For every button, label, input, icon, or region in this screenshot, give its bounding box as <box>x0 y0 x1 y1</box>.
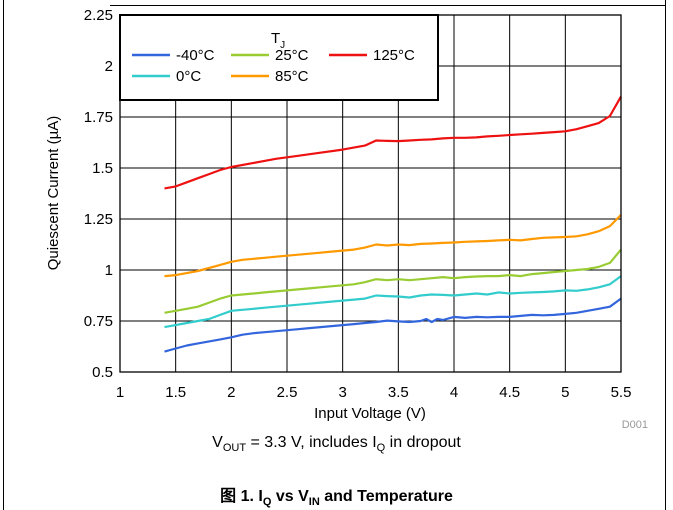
frame-left-border <box>3 0 4 510</box>
x-tick-label: 5.5 <box>611 384 632 401</box>
legend-items: -40°C 25°C 125°C 0°C 85°C <box>132 47 415 85</box>
y-tick-label: 2.25 <box>84 7 113 24</box>
condition-note: VOUT = 3.3 V, includes IQ in dropout <box>0 434 673 454</box>
condition-i-sub: Q <box>376 442 386 454</box>
legend: TJ -40°C 25°C 125°C 0°C 85°C <box>119 14 439 101</box>
y-tick-label: 1 <box>105 262 113 279</box>
caption-sub-2: IN <box>308 496 320 508</box>
caption-prefix: 图 1. I <box>220 488 263 505</box>
condition-v-sub: OUT <box>222 442 247 454</box>
caption-suffix: and Temperature <box>319 488 453 505</box>
series-line-0°C <box>164 275 622 329</box>
x-tick-label: 1 <box>116 384 124 401</box>
series-line--40°C <box>164 297 622 353</box>
condition-text-1: = 3.3 V, includes I <box>246 434 377 451</box>
x-tick-label: 5 <box>561 384 569 401</box>
x-tick-label: 3.5 <box>388 384 409 401</box>
frame-right-border <box>665 0 666 510</box>
x-tick-label: 2.5 <box>277 384 298 401</box>
chart: 1 1.5 2 2.5 3 3.5 4 4.5 5 5.5 0.5 0.75 1 1.25 1.5 1.75 2… <box>45 7 648 430</box>
ticks: 1 1.5 2 2.5 3 3.5 4 4.5 5 5.5 0.5 0.75 1 1.25 1.5 1.75 2… <box>84 7 632 401</box>
y-tick-label: 1.75 <box>84 109 113 126</box>
legend-label: 85°C <box>275 68 309 85</box>
figure-caption: 图 1. IQ vs VIN and Temperature <box>0 482 673 508</box>
legend-box <box>119 14 439 101</box>
x-tick-label: 4.5 <box>499 384 520 401</box>
y-tick-label: 1.5 <box>92 160 113 177</box>
y-tick-label: 2 <box>105 58 113 75</box>
watermark: D001 <box>622 419 648 430</box>
series-layer <box>164 96 622 353</box>
condition-v: V <box>212 434 223 451</box>
legend-label: 125°C <box>373 47 415 64</box>
x-tick-label: 2 <box>227 384 235 401</box>
legend-label: 0°C <box>176 68 201 85</box>
legend-title: TJ <box>271 30 285 51</box>
y-tick-label: 1.25 <box>84 211 113 228</box>
x-tick-label: 4 <box>450 384 458 401</box>
series-line-25°C <box>164 248 622 314</box>
caption-sub-1: Q <box>262 496 272 508</box>
legend-label: -40°C <box>176 47 215 64</box>
x-axis-label: Input Voltage (V) <box>314 405 426 422</box>
condition-text-2: in dropout <box>385 434 461 451</box>
caption-mid: vs V <box>271 488 309 505</box>
frame-top-border <box>110 5 666 6</box>
x-tick-label: 1.5 <box>165 384 186 401</box>
series-line-85°C <box>164 214 622 278</box>
series-line-125°C <box>164 96 622 190</box>
y-axis-label: Quiescent Current (µA) <box>45 116 62 271</box>
y-tick-label: 0.75 <box>84 313 113 330</box>
y-tick-label: 0.5 <box>92 364 113 381</box>
legend-label: 25°C <box>275 47 309 64</box>
x-tick-label: 3 <box>338 384 346 401</box>
